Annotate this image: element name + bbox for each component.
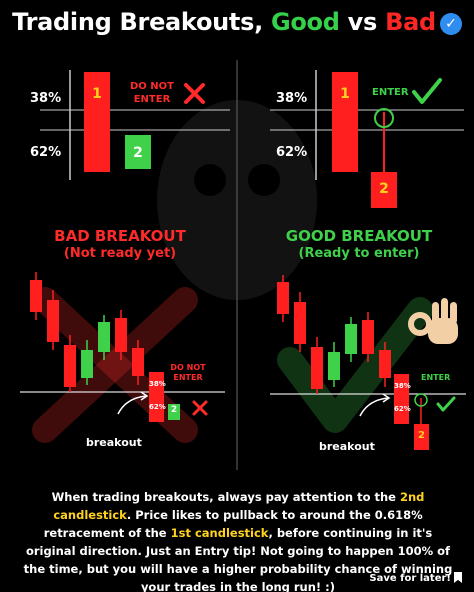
good-breakout-heading: GOOD BREAKOUT (285, 227, 433, 245)
bookmark-icon (454, 572, 462, 583)
good-breakout-62-label: 62% (394, 405, 411, 413)
top-right-candle-1 (332, 72, 358, 172)
good-candles (277, 275, 429, 450)
save-label: Save for later! (369, 573, 451, 584)
top-left-candle-2-label: 2 (133, 145, 143, 161)
save-for-later[interactable]: Save for later! (369, 572, 462, 584)
top-left-62-label: 62% (30, 145, 62, 160)
good-breakout-candle-1 (394, 374, 409, 424)
top-right-enter-label: ENTER (372, 87, 409, 98)
title-bad: Bad (385, 8, 436, 36)
bad-breakout-heading: BAD BREAKOUT (54, 227, 186, 245)
green-check-icon (412, 78, 442, 104)
bad-breakout-arrow (117, 395, 147, 415)
bad-breakout-62-label: 62% (149, 403, 166, 411)
bad-breakout-warning: DO NOT ENTER (170, 363, 206, 382)
top-left-candle-1 (84, 72, 110, 172)
bad-breakout-candle-1 (149, 372, 164, 422)
green-check-icon (436, 396, 456, 412)
ok-hand-icon (408, 298, 458, 344)
title-good: Good (270, 8, 340, 36)
top-left-warning: DO NOT ENTER (130, 81, 174, 105)
top-right-candle-2-label: 2 (379, 181, 389, 197)
top-right-62-label: 62% (276, 145, 308, 160)
big-check-watermark-icon (277, 297, 433, 433)
red-x-icon (184, 83, 205, 104)
top-right-candle-1-label: 1 (340, 86, 350, 102)
good-breakout-candle-2 (414, 424, 429, 450)
page-title: Trading Breakouts, Good vs Bad ✓ (0, 8, 474, 36)
verified-check-icon: ✓ (439, 13, 462, 35)
caption-highlight-1: 2nd candlestick (53, 490, 425, 522)
good-breakout-subheading: (Ready to enter) (298, 246, 420, 261)
caption-text-3: , before continuing in it's original dir… (23, 526, 453, 592)
caption-highlight-2: 1st candlestick (170, 526, 269, 540)
caption-text-1: When trading breakouts, always pay atten… (51, 490, 400, 504)
bad-breakout-candle-2-label: 2 (170, 405, 178, 415)
bad-candles (30, 272, 180, 422)
top-left-candle-2 (125, 135, 151, 169)
diagram-canvas (20, 60, 466, 470)
top-left-38-label: 38% (30, 91, 62, 106)
caption-text-2: . Price likes to pullback to around the … (43, 508, 423, 540)
good-breakout-label: breakout (319, 440, 375, 453)
bad-breakout-candle-2 (168, 404, 180, 420)
top-left-candle-1-label: 1 (92, 86, 102, 102)
title-mid: vs (339, 8, 386, 36)
good-breakout-candle-2-label: 2 (418, 430, 425, 441)
top-right-entry-circle (374, 108, 394, 128)
bad-breakout-label: breakout (86, 436, 142, 449)
good-breakout-38-label: 38% (394, 382, 411, 390)
bad-breakout-38-label: 38% (149, 380, 166, 388)
good-breakout-enter-label: ENTER (421, 373, 451, 382)
good-breakout-arrow (359, 397, 389, 417)
top-right-38-label: 38% (276, 91, 308, 106)
caption: When trading breakouts, always pay atten… (22, 488, 454, 592)
red-x-icon (192, 400, 208, 416)
top-right-candle-2 (371, 172, 397, 208)
good-entry-circle (414, 393, 428, 407)
title-part1: Trading Breakouts, (12, 8, 271, 36)
bad-breakout-subheading: (Not ready yet) (63, 246, 177, 261)
